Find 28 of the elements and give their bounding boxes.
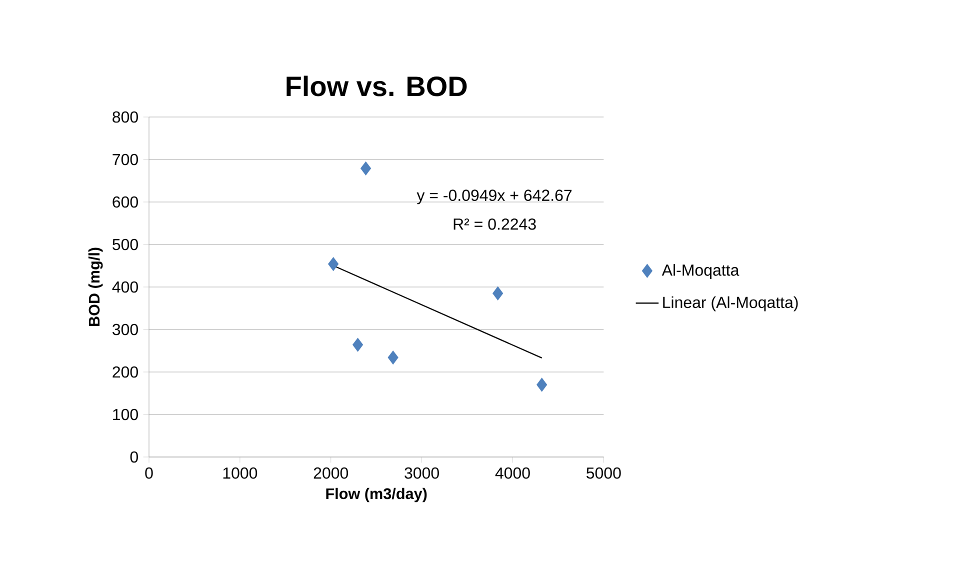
point <box>492 286 504 300</box>
point <box>328 257 339 271</box>
legend-label: Al-Moqatta <box>662 264 740 279</box>
y-tick-label: 700 <box>112 154 138 166</box>
x-tick-label: 5000 <box>586 467 621 479</box>
chart-title: Flow vs. BOD <box>286 76 467 96</box>
x-tick-label: 1000 <box>223 467 258 479</box>
point <box>388 350 398 364</box>
x-axis-title: Flow (m3/day) <box>326 488 427 502</box>
y-tick-label: 800 <box>112 111 138 123</box>
annotation: R² = 0.2243 <box>454 218 536 230</box>
y-tick-label: 600 <box>112 196 138 208</box>
legend-label: Linear (Al-Moqatta) <box>663 296 798 312</box>
point <box>360 161 372 176</box>
point <box>352 338 364 352</box>
x-tick-label: 4000 <box>495 467 530 479</box>
x-tick-label: 0 <box>145 467 153 479</box>
y-tick-label: 400 <box>112 281 138 293</box>
point <box>536 378 548 392</box>
y-tick-label: 200 <box>112 366 138 378</box>
x-tick-label: 3000 <box>404 467 439 479</box>
y-tick-label: 100 <box>113 408 138 420</box>
y-tick-label: 0 <box>130 451 138 463</box>
y-axis-title: BOD (mg/l) <box>88 248 103 326</box>
annotation: y = -0.0949x + 642.67 <box>416 190 572 204</box>
y-tick-label: 500 <box>112 238 138 250</box>
y-tick-label: 300 <box>112 324 138 336</box>
x-tick-label: 2000 <box>314 467 348 479</box>
